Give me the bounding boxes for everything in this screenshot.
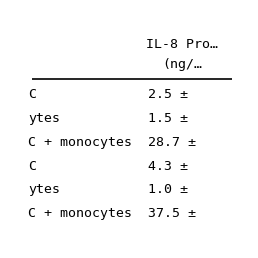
Text: IL-8 Pro…: IL-8 Pro… (146, 38, 218, 51)
Text: ytes: ytes (28, 112, 60, 125)
Text: 1.0 ±: 1.0 ± (148, 183, 188, 196)
Text: C: C (28, 159, 36, 173)
Text: 4.3 ±: 4.3 ± (148, 159, 188, 173)
Text: C: C (28, 88, 36, 101)
Text: ytes: ytes (28, 183, 60, 196)
Text: 1.5 ±: 1.5 ± (148, 112, 188, 125)
Text: 2.5 ±: 2.5 ± (148, 88, 188, 101)
Text: (ng/…: (ng/… (162, 58, 202, 71)
Text: C + monocytes: C + monocytes (28, 207, 132, 220)
Text: 28.7 ±: 28.7 ± (148, 136, 196, 149)
Text: C + monocytes: C + monocytes (28, 136, 132, 149)
Text: 37.5 ±: 37.5 ± (148, 207, 196, 220)
